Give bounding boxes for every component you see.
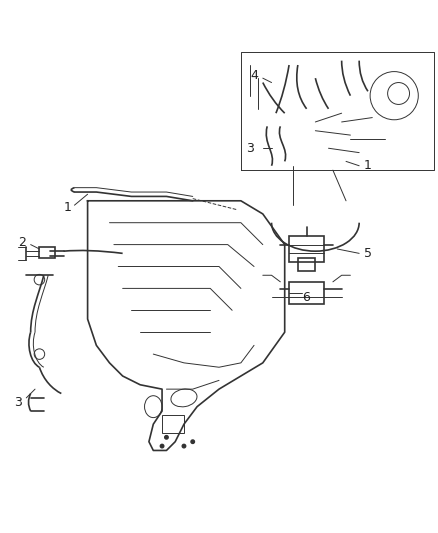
Text: 1: 1: [64, 201, 72, 214]
Text: 3: 3: [246, 142, 254, 155]
Text: 2: 2: [18, 236, 26, 249]
Text: 6: 6: [302, 290, 310, 304]
Circle shape: [191, 440, 194, 443]
Text: 3: 3: [14, 396, 21, 409]
Bar: [39, 247, 55, 258]
Text: 1: 1: [364, 159, 372, 172]
Circle shape: [160, 445, 164, 448]
Text: 4: 4: [250, 69, 258, 83]
Text: 5: 5: [364, 247, 372, 260]
Bar: [162, 415, 184, 433]
Circle shape: [182, 445, 186, 448]
Circle shape: [165, 435, 168, 439]
